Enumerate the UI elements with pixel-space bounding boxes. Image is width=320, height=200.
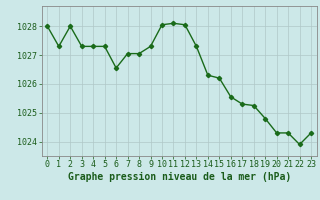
X-axis label: Graphe pression niveau de la mer (hPa): Graphe pression niveau de la mer (hPa) (68, 172, 291, 182)
